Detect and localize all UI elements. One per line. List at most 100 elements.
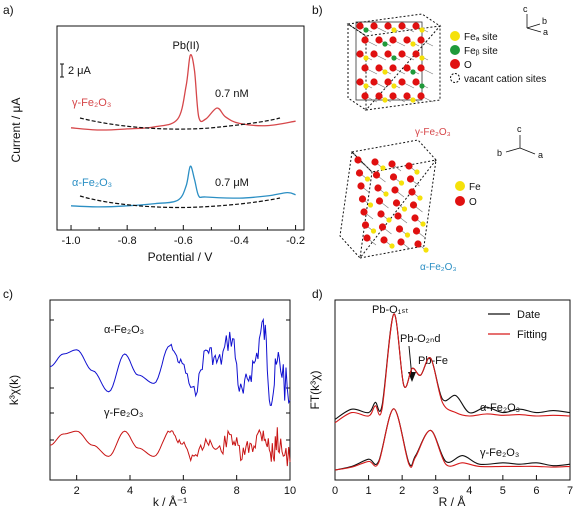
d-ann-pbo2: Pb-O₂ₙd bbox=[400, 333, 440, 345]
a-bottom-label: α-Fe₂O₃ bbox=[72, 177, 112, 189]
atom-o bbox=[398, 78, 406, 86]
atom-o bbox=[384, 50, 392, 58]
atom-o bbox=[412, 78, 420, 86]
atom-o bbox=[378, 223, 387, 231]
atom-fe bbox=[363, 55, 369, 61]
atom-o bbox=[391, 186, 399, 194]
atom-o bbox=[374, 184, 382, 192]
atom-o bbox=[384, 22, 392, 30]
atom-fe bbox=[401, 206, 408, 212]
panel-label-d: d) bbox=[312, 287, 323, 301]
baseline-alpha bbox=[79, 195, 281, 209]
atom-o bbox=[371, 158, 379, 166]
legend2-text-fe: Fe bbox=[469, 182, 481, 193]
panel-label-b: b) bbox=[312, 3, 323, 17]
atom-o bbox=[370, 22, 378, 30]
a-xtick-label-1: -0.8 bbox=[118, 235, 137, 247]
atom-o bbox=[408, 188, 416, 196]
panel-label-a: a) bbox=[3, 3, 14, 17]
atom-o bbox=[375, 197, 384, 205]
panel-a-xtick-labels: -1.0 -0.8 -0.6 -0.4 -0.2 bbox=[62, 235, 306, 247]
panel-d-xtick-labels: 0 1 2 3 4 5 6 7 bbox=[332, 485, 573, 497]
atom-fe bbox=[410, 41, 416, 47]
rhombo-top bbox=[350, 139, 437, 173]
atom-o bbox=[389, 36, 397, 44]
atom-o bbox=[355, 169, 364, 177]
a-xtick-label-2: -0.6 bbox=[174, 235, 193, 247]
atom-o bbox=[356, 22, 364, 30]
atom-fe bbox=[419, 55, 425, 61]
panel-c-xticks bbox=[50, 319, 291, 480]
atom-fe bbox=[417, 195, 423, 201]
atom-fe bbox=[410, 69, 416, 75]
atom-fe bbox=[364, 176, 371, 182]
legend-marker-vacant bbox=[450, 73, 460, 83]
atom-o bbox=[417, 64, 425, 72]
atom-o bbox=[389, 92, 397, 100]
atom-o bbox=[394, 212, 402, 220]
panel-c-frame bbox=[49, 299, 291, 481]
atom-o bbox=[375, 64, 383, 72]
legend-marker-feb bbox=[450, 45, 460, 55]
atom-fe bbox=[367, 202, 374, 208]
panel-d-ylabel: FT(k³χ) bbox=[308, 371, 322, 410]
d-xtick-label-2: 2 bbox=[399, 485, 405, 497]
a-bottom-conc: 0.7 μM bbox=[215, 177, 249, 189]
legend-marker-o bbox=[450, 59, 460, 69]
atom-o bbox=[412, 50, 420, 58]
atom-o bbox=[412, 22, 420, 30]
atom-fe bbox=[382, 69, 388, 75]
cube-edge-right bbox=[364, 24, 441, 111]
atom-fe bbox=[423, 247, 429, 253]
atom-o bbox=[361, 221, 370, 229]
atom-o bbox=[403, 36, 411, 44]
c-xtick-label-3: 8 bbox=[234, 485, 240, 497]
atom-fe bbox=[386, 217, 392, 223]
axis-c-label: c bbox=[523, 4, 528, 14]
atom-fe bbox=[382, 41, 388, 47]
panel-a: Current / μA Potential / V -1.0 -0.8 -0.… bbox=[9, 25, 306, 264]
atom-o bbox=[361, 92, 369, 100]
atom-o bbox=[411, 214, 419, 222]
a-xtick-label-0: -1.0 bbox=[62, 235, 81, 247]
atom-o bbox=[395, 225, 404, 233]
d-xtick-label-7: 7 bbox=[567, 485, 573, 497]
cube-edge-left bbox=[347, 23, 367, 111]
panel-a-frame bbox=[56, 25, 305, 231]
panel-c-ylabel: k³χ(k) bbox=[7, 375, 21, 405]
atom-fe bbox=[391, 27, 397, 33]
atom-fe bbox=[370, 228, 377, 234]
axis-a-label-2: a bbox=[538, 150, 543, 160]
legend2-marker-fe bbox=[455, 181, 465, 191]
legend-alpha: Fe O bbox=[455, 181, 481, 208]
series-line-gamma-exafs bbox=[49, 427, 291, 467]
alpha-atoms bbox=[354, 156, 429, 253]
atom-fe bbox=[389, 243, 395, 249]
peak-label: Pb(II) bbox=[173, 40, 200, 52]
c-xtick-label-1: 4 bbox=[127, 485, 133, 497]
d-label-gamma: γ-Fe₂O₃ bbox=[480, 447, 519, 459]
d-xtick-label-1: 1 bbox=[366, 485, 372, 497]
legend-text-feb: Feᵦ site bbox=[464, 46, 498, 57]
series-line-gamma bbox=[70, 54, 296, 131]
atom-fe bbox=[398, 180, 405, 186]
atom-o bbox=[370, 50, 378, 58]
series-line-alpha bbox=[70, 165, 296, 208]
atom-o bbox=[358, 195, 367, 203]
atom-fe bbox=[391, 83, 397, 89]
d-legend-text-fit: Fitting bbox=[517, 329, 547, 341]
atom-fe bbox=[383, 191, 389, 197]
atom-o bbox=[360, 208, 368, 216]
atom-o bbox=[398, 22, 406, 30]
atom-fe bbox=[419, 83, 425, 89]
alpha-structure bbox=[339, 139, 437, 260]
d-xtick-label-4: 4 bbox=[466, 485, 472, 497]
axis-a-label: a bbox=[543, 27, 548, 37]
legend-text-vacant: vacant cation sites bbox=[464, 74, 546, 85]
c-label-gamma: γ-Fe₂O₃ bbox=[104, 407, 143, 419]
atom-o bbox=[388, 160, 396, 168]
panel-a-ylabel: Current / μA bbox=[9, 98, 23, 163]
atom-o bbox=[375, 36, 383, 44]
atom-o bbox=[384, 78, 392, 86]
atom-o bbox=[361, 36, 369, 44]
